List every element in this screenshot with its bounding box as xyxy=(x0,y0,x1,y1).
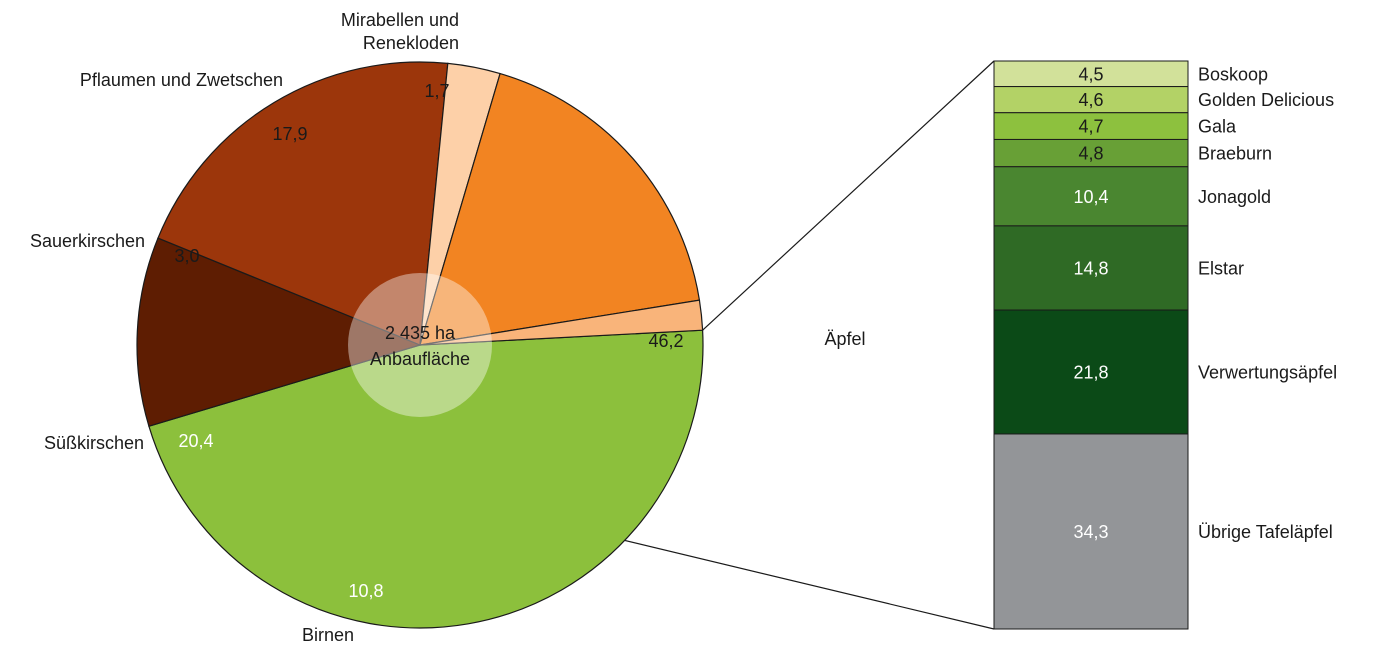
bar-value-label: 4,7 xyxy=(1078,117,1103,137)
bar-category-label: Golden Delicious xyxy=(1198,90,1334,110)
bar-value-label: 21,8 xyxy=(1073,363,1108,383)
pie-slice-aepfel xyxy=(148,329,704,629)
bar-value-label: 34,3 xyxy=(1073,522,1108,542)
bar-value-label: 4,5 xyxy=(1078,64,1103,84)
pie-value-label: 46,2 xyxy=(648,331,683,351)
bar-category-label: Übrige Tafeläpfel xyxy=(1198,522,1333,542)
pie-center-text-line: Anbaufläche xyxy=(370,349,470,369)
pie-category-label: Mirabellen und xyxy=(341,10,459,30)
bar-category-label: Verwertungsäpfel xyxy=(1198,363,1337,383)
pie-value-label: 1,7 xyxy=(424,81,449,101)
bar-segment-uebrige-tafelaepfel xyxy=(993,433,1189,630)
bar-category-label: Jonagold xyxy=(1198,187,1271,207)
stacked-bar-chart: 4,5 Boskoop 4,6 Golden Delicious 4,7 Gala 4,8 B… xyxy=(993,60,1337,630)
pie-category-label: Süßkirschen xyxy=(44,433,144,453)
pie-center-text-line: 2 435 ha xyxy=(385,323,456,343)
pie-value-label: 20,4 xyxy=(178,431,213,451)
pie-value-label: 3,0 xyxy=(174,246,199,266)
pie-center-disk xyxy=(348,273,492,417)
pie-category-label: Renekloden xyxy=(363,33,459,53)
bar-category-label: Gala xyxy=(1198,117,1237,137)
pie-slice-birnen xyxy=(136,237,422,427)
pie-slice-pflaumen-und-zwetschen xyxy=(419,72,701,346)
bar-segment-verwertungsaepfel xyxy=(993,309,1189,435)
bar-segment-braeburn xyxy=(993,138,1189,168)
bar-segment-golden-delicious xyxy=(993,86,1189,114)
bar-category-label: Elstar xyxy=(1198,258,1244,278)
bar-segment-jonagold xyxy=(993,166,1189,227)
pie-center-label: 2 435 ha Anbaufläche xyxy=(348,273,492,417)
pie-value-label: 17,9 xyxy=(272,124,307,144)
pie-category-label: Pflaumen und Zwetschen xyxy=(80,70,283,90)
pie-chart: 46,2 10,8 20,4 3,0 17,9 1,7 Birnen Süßkirschen S… xyxy=(30,10,866,645)
bar-value-label: 10,4 xyxy=(1073,187,1108,207)
bar-value-label: 4,8 xyxy=(1078,144,1103,164)
pie-slice-suesskirschen xyxy=(157,61,449,346)
connector-line-top xyxy=(702,60,995,331)
bar-segment-elstar xyxy=(993,225,1189,311)
pie-category-label: Birnen xyxy=(302,625,354,645)
pie-value-label: 10,8 xyxy=(348,581,383,601)
bar-segment-boskoop xyxy=(993,60,1189,88)
bar-value-label: 4,6 xyxy=(1078,90,1103,110)
bar-category-label: Boskoop xyxy=(1198,64,1268,84)
pie-category-label: Äpfel xyxy=(824,329,865,349)
bar-category-label: Braeburn xyxy=(1198,144,1272,164)
bar-segment-gala xyxy=(993,112,1189,140)
pie-slice-mirabellen-und-renekloden xyxy=(419,299,704,346)
bar-value-label: 14,8 xyxy=(1073,258,1108,278)
pie-category-label: Sauerkirschen xyxy=(30,231,145,251)
